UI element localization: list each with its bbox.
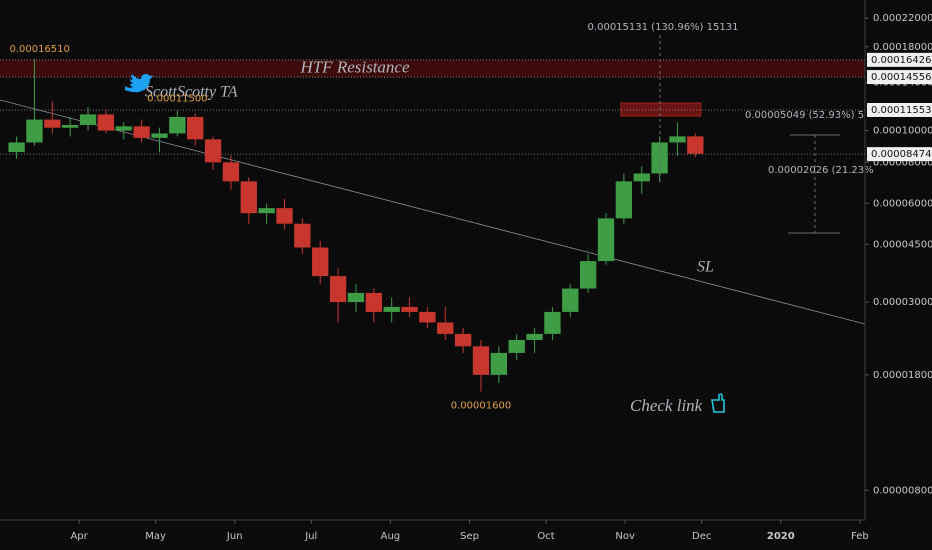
candle-body <box>508 339 525 353</box>
candle-body <box>383 306 400 312</box>
candle-body <box>669 136 686 143</box>
candle-body <box>169 116 186 134</box>
axis-layer: 0.000220000.000180000.000140000.00010000… <box>70 13 932 542</box>
candle-body <box>204 139 222 163</box>
candle-body <box>490 352 508 375</box>
y-tick-label: 0.00018000 <box>873 42 932 53</box>
x-tick-label: Aug <box>381 531 401 542</box>
candle-body <box>454 333 472 347</box>
level-layer <box>0 59 865 155</box>
candle-body <box>222 162 240 182</box>
y-tick-label: 0.00022000 <box>873 13 932 24</box>
level-label: 0.00008474 <box>871 149 931 160</box>
candle-body <box>97 114 115 131</box>
candle-body <box>294 223 311 248</box>
y-tick-label: 0.00008000 <box>873 157 932 168</box>
author-label: ScottScotty TA <box>145 84 238 101</box>
measure-label: 0.00005049 (52.93%) 5 <box>745 110 864 121</box>
link-label: Check link <box>630 396 703 415</box>
candle-body <box>79 114 97 125</box>
candle-body <box>8 142 25 153</box>
candle-body <box>687 136 704 154</box>
sl-label: SL <box>697 259 714 276</box>
candle-body <box>276 208 293 224</box>
y-tick-label: 0.00000800 <box>873 485 932 496</box>
candle-body <box>526 333 543 340</box>
candle-body <box>44 119 61 128</box>
x-tick-label: Jul <box>304 531 317 542</box>
candle-body <box>115 126 132 131</box>
measure-label: 0.00002026 (21.23% <box>768 165 874 176</box>
x-tick-label: Oct <box>537 531 554 542</box>
candle-body <box>26 119 43 143</box>
level-label: 0.00016426 <box>871 55 931 66</box>
candle-body <box>347 292 365 303</box>
measure-label: 0.00015131 (130.96%) 15131 <box>588 22 739 33</box>
hand-icon <box>711 393 725 413</box>
candle-body <box>62 124 79 128</box>
candle-body <box>597 218 615 262</box>
candle-body <box>544 311 561 334</box>
annotation-layer: 0.00016510 0.00011500 0.00001600 <box>9 44 511 412</box>
candle-body <box>133 126 150 138</box>
candle-body <box>562 288 579 312</box>
level-label: 0.00011553 <box>871 105 931 116</box>
candle-body <box>240 181 257 214</box>
x-tick-label: 2020 <box>767 531 795 542</box>
zone-layer: HTF Resistance <box>0 57 865 117</box>
x-tick-label: Jun <box>226 531 243 542</box>
candle-body <box>437 322 454 334</box>
low-label: 0.00001600 <box>451 401 511 412</box>
level-tag <box>867 52 932 67</box>
resistance-zone <box>0 59 865 78</box>
level-label: 0.00014556 <box>871 72 931 83</box>
candle-body <box>187 116 204 140</box>
target-box <box>620 102 702 117</box>
candle-layer <box>8 59 704 392</box>
candle-body <box>401 306 418 312</box>
candle-body <box>615 181 633 219</box>
y-tick-label: 0.00003000 <box>873 297 932 308</box>
y-tick-label: 0.00001800 <box>873 370 932 381</box>
candle-body <box>312 247 329 277</box>
x-tick-label: Sep <box>460 531 479 542</box>
candle-body <box>472 346 490 375</box>
candle-body <box>419 311 436 323</box>
high-label: 0.00016510 <box>9 44 69 55</box>
x-tick-label: Nov <box>615 531 635 542</box>
level-tag <box>867 70 932 85</box>
x-tick-label: Dec <box>692 531 711 542</box>
high-label: 0.00011500 <box>147 94 207 105</box>
x-tick-label: Apr <box>70 531 88 542</box>
candle-body <box>579 261 597 289</box>
bird-icon <box>125 74 153 93</box>
candle-body <box>151 133 168 138</box>
y-tick-label: 0.00004500 <box>873 239 932 250</box>
zone-label: HTF Resistance <box>299 57 410 76</box>
candle-body <box>365 292 382 312</box>
x-tick-label: May <box>145 531 166 542</box>
candle-body <box>633 173 650 182</box>
level-tag <box>867 102 932 117</box>
y-tick-label: 0.00006000 <box>873 198 932 209</box>
candle-body <box>329 276 347 303</box>
x-tick-label: Feb <box>851 531 869 542</box>
candle-body <box>258 208 275 214</box>
y-tick-label: 0.00010000 <box>873 126 932 137</box>
level-tag <box>867 147 932 162</box>
